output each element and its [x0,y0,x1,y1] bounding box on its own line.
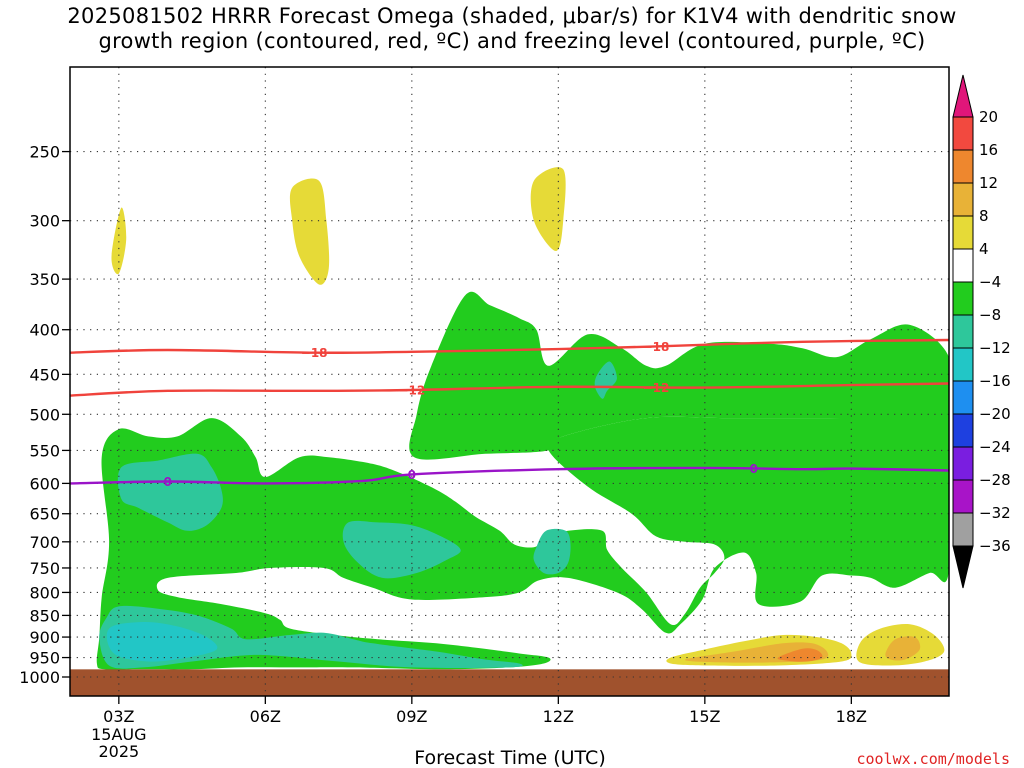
y-tick-label-400: 400 [29,321,60,340]
x-tick-sublabel-15AUG: 15AUG [91,725,146,744]
omega-region-10 [111,207,127,275]
colorbar-label-13: −36 [979,537,1011,555]
y-tick-label-250: 250 [29,143,60,162]
ground-layer [70,669,949,696]
colorbar-label-0: 20 [979,108,998,126]
contour-dendritic-12 [70,382,949,397]
y-tick-label-950: 950 [29,649,60,668]
colorbar-label-5: −4 [979,273,1001,291]
contour-label-dendritic-12-1: −12 [398,384,425,398]
contour-label-dendritic-12-2: −12 [643,381,670,395]
y-tick-label-500: 500 [29,405,60,424]
colorbar-swatch-7 [952,347,974,382]
colorbar-swatch-11 [952,479,974,514]
colorbar-label-1: 16 [979,141,998,159]
contour-lines: −18 −18 −12 −12 0 0 0 [70,338,949,489]
chart-title-line-1: 2025081502 HRRR Forecast Omega (shaded, … [67,4,957,28]
colorbar: 20 16 12 8 4 −4 −8 −12 −16 −20 −24 −28 −32 −36 [952,74,1011,589]
contour-label-dendritic-18-2: −18 [643,340,670,354]
x-tick-label-15Z: 15Z [689,707,720,726]
contour-label-dendritic-18-1: −18 [301,346,328,360]
colorbar-swatch-6 [952,314,974,349]
colorbar-label-11: −28 [979,471,1011,489]
omega-region-7 [594,361,617,399]
colorbar-swatch-2 [952,182,974,217]
y-tick-label-700: 700 [29,533,60,552]
x-tick-label-18Z: 18Z [836,707,867,726]
omega-region-6 [533,528,571,575]
omega-region-5 [342,520,461,579]
colorbar-swatch-4 [952,248,974,283]
contour-label-freezing-level-1: 0 [163,475,171,489]
colorbar-swatch-9 [952,413,974,448]
y-tick-label-900: 900 [29,628,60,647]
y-tick-label-800: 800 [29,583,60,602]
omega-region-4 [117,453,223,531]
colorbar-label-7: −12 [979,339,1011,357]
y-tick-label-650: 650 [29,505,60,524]
x-tick-label-12Z: 12Z [543,707,574,726]
colorbar-swatch-0 [952,116,974,151]
omega-region-9 [106,621,218,662]
contour-label-freezing-level-2: 0 [408,468,416,482]
contour-label-freezing-level-3: 0 [749,462,757,476]
colorbar-swatch-3 [952,215,974,250]
colorbar-swatch-5 [952,281,974,316]
x-tick-label-09Z: 09Z [396,707,427,726]
colorbar-label-10: −24 [979,438,1011,456]
colorbar-over-arrow [952,74,974,118]
ground-fill [70,669,949,696]
colorbar-swatch-12 [952,512,974,547]
x-tick-label-06Z: 06Z [250,707,281,726]
y-tick-label-850: 850 [29,606,60,625]
omega-region-12 [530,167,566,251]
omega-shading [96,167,949,670]
x-axis-title: Forecast Time (UTC) [414,747,605,768]
y-tick-label-300: 300 [29,212,60,231]
colorbar-label-6: −8 [979,306,1001,324]
contour-freezing-level [70,466,949,485]
omega-region-2 [409,291,949,460]
colorbar-under-arrow [952,545,974,589]
omega-region-11 [289,178,330,285]
omega-region-17 [777,648,823,662]
colorbar-label-4: 4 [979,240,989,258]
colorbar-label-2: 12 [979,174,998,192]
colorbar-label-12: −32 [979,504,1011,522]
y-tick-label-600: 600 [29,474,60,493]
colorbar-swatch-1 [952,149,974,184]
y-tick-label-550: 550 [29,441,60,460]
colorbar-label-8: −16 [979,372,1011,390]
y-tick-label-350: 350 [29,270,60,289]
y-tick-label-450: 450 [29,365,60,384]
colorbar-label-9: −20 [979,405,1011,423]
y-axis: 250 300 350 400 450 500 550 600 650 700 750 800 850 9… [19,143,70,687]
colorbar-swatch-8 [952,380,974,415]
x-tick-label-03Z: 03Z [103,707,134,726]
y-tick-label-750: 750 [29,559,60,578]
plot-frame [69,66,950,697]
colorbar-label-3: 8 [979,207,989,225]
x-tick-sublabel-2025: 2025 [98,742,139,761]
chart-title-line-2: growth region (contoured, red, ºC) and f… [98,29,926,53]
y-tick-label-1000: 1000 [19,668,60,687]
credit-text: coolwx.com/models [856,750,1010,768]
chart-title: 2025081502 HRRR Forecast Omega (shaded, … [0,4,1024,54]
colorbar-swatch-10 [952,446,974,481]
omega-region-16 [885,636,921,661]
omega-region-1 [96,403,949,670]
contour-dendritic-18 [70,338,949,354]
